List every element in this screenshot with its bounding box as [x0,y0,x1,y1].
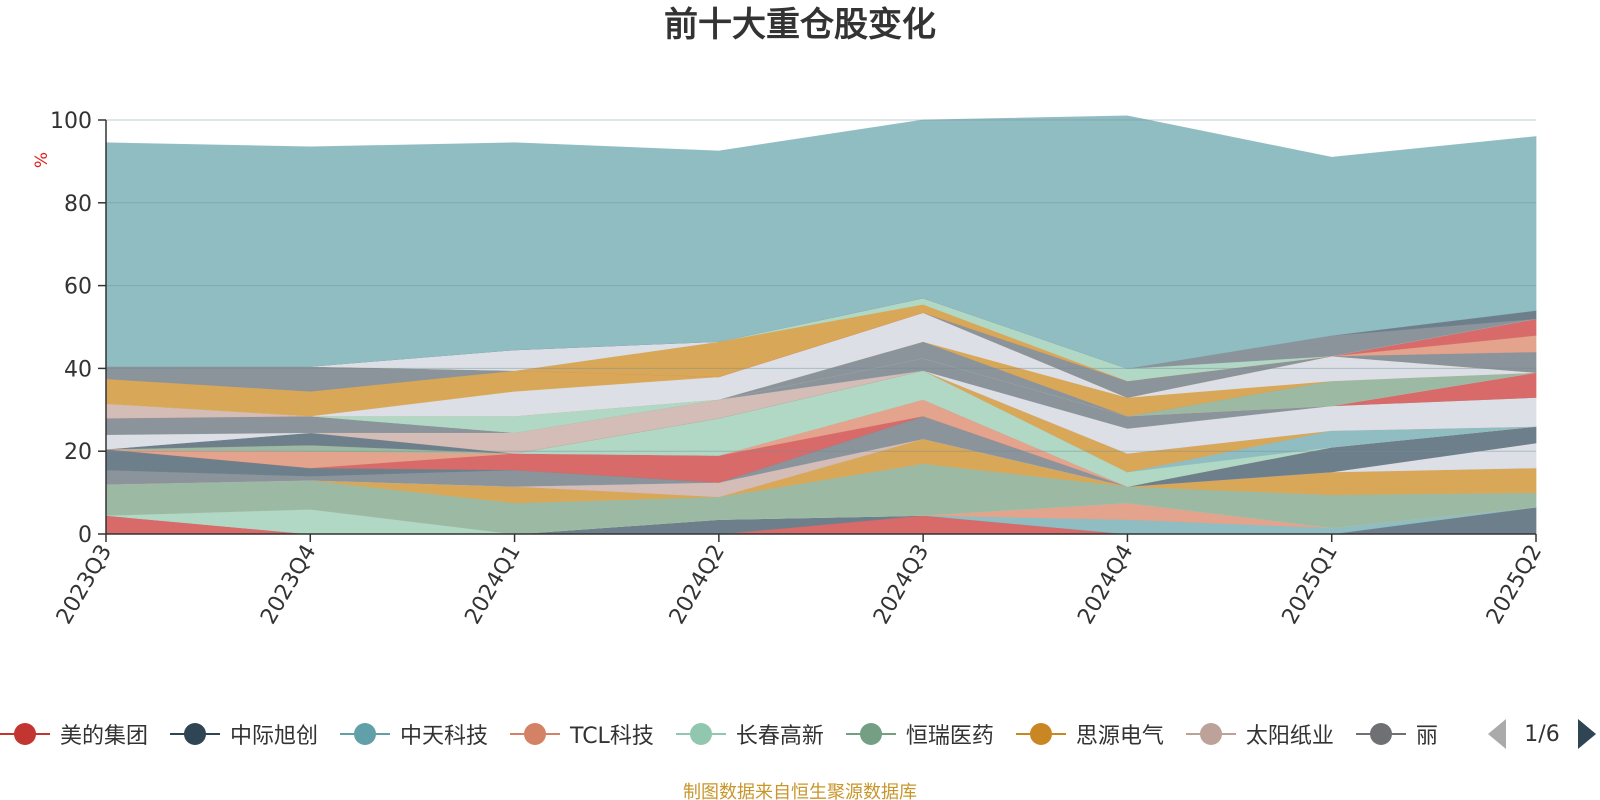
legend-item[interactable]: 恒瑞医药 [845,714,994,754]
legend-circle-icon [170,722,221,746]
area-layers [105,115,1537,535]
legend-label: 长春高新 [735,724,824,749]
y-tick-label-20: 20 [64,440,92,465]
legend-item[interactable]: TCL科技 [510,714,654,754]
legend-pager: 1/6 [1484,714,1600,754]
y-tick-label-0: 0 [78,523,92,548]
legend-next-page-icon[interactable] [1578,719,1596,749]
y-tick-label-40: 40 [64,357,92,382]
x-tick-label-2025Q1: 2025Q1 [1278,541,1343,629]
grid-lines [106,119,1536,452]
legend-circle-icon [1015,722,1066,746]
legend-item[interactable]: 中天科技 [340,714,488,754]
legend-label: 思源电气 [1075,724,1164,749]
legend-circle-icon [510,722,561,746]
x-tick-label-2024Q3: 2024Q3 [869,541,934,629]
legend-item[interactable]: 中际旭创 [170,714,318,754]
legend-circle-icon [675,722,726,746]
legend-label: 恒瑞医药 [905,724,994,749]
y-tick-label-80: 80 [64,192,92,217]
legend-track: 美的集团 中际旭创 中天科技 TCL科技 长春高新 恒瑞医药 思源电气 太阳纸业 丽 [0,714,1460,754]
legend-prev-page-icon[interactable] [1488,719,1506,749]
x-tick-label-2023Q3: 2023Q3 [52,541,117,629]
stacked-area-chart: 0 20 40 60 80 100 2023Q3 2023Q4 2024Q1 2024Q2 2024… [50,109,1547,629]
legend-label: 中际旭创 [230,724,319,749]
x-tick-label-2025Q2: 2025Q2 [1482,541,1547,629]
data-source-note: 制图数据来自恒生聚源数据库 [683,782,917,800]
area-series-37 [105,115,1537,369]
y-tick-label-100: 100 [50,109,92,134]
legend-circle-icon [340,722,391,746]
x-tick-label-2024Q2: 2024Q2 [665,541,730,629]
legend-circle-icon [0,722,50,746]
legend-circle-icon [1185,722,1236,746]
legend-page-indicator: 1/6 [1524,721,1560,747]
legend-label: 中天科技 [400,724,489,749]
x-tick-label-2024Q4: 2024Q4 [1073,541,1138,629]
legend-item[interactable]: 美的集团 [0,714,148,754]
legend-label: 太阳纸业 [1245,724,1334,749]
legend-circle-icon [845,722,896,746]
legend-label: TCL科技 [570,724,654,749]
legend-circle-icon [1355,722,1406,746]
legend-item[interactable]: 太阳纸业 [1185,714,1334,754]
x-tick-label-2024Q1: 2024Q1 [460,541,525,629]
y-tick-label-60: 60 [64,275,92,300]
legend-item[interactable]: 丽 [1355,714,1438,754]
legend-label: 美的集团 [60,724,149,749]
legend-item[interactable]: 思源电气 [1015,714,1164,754]
legend-label: 丽 [1415,724,1438,749]
chart-title: 前十大重仓股变化 [664,5,936,45]
x-tick-label-2023Q4: 2023Q4 [256,541,321,629]
legend-item[interactable]: 长春高新 [675,714,824,754]
legend: 美的集团 中际旭创 中天科技 TCL科技 长春高新 恒瑞医药 思源电气 太阳纸业 丽 [0,714,1600,754]
